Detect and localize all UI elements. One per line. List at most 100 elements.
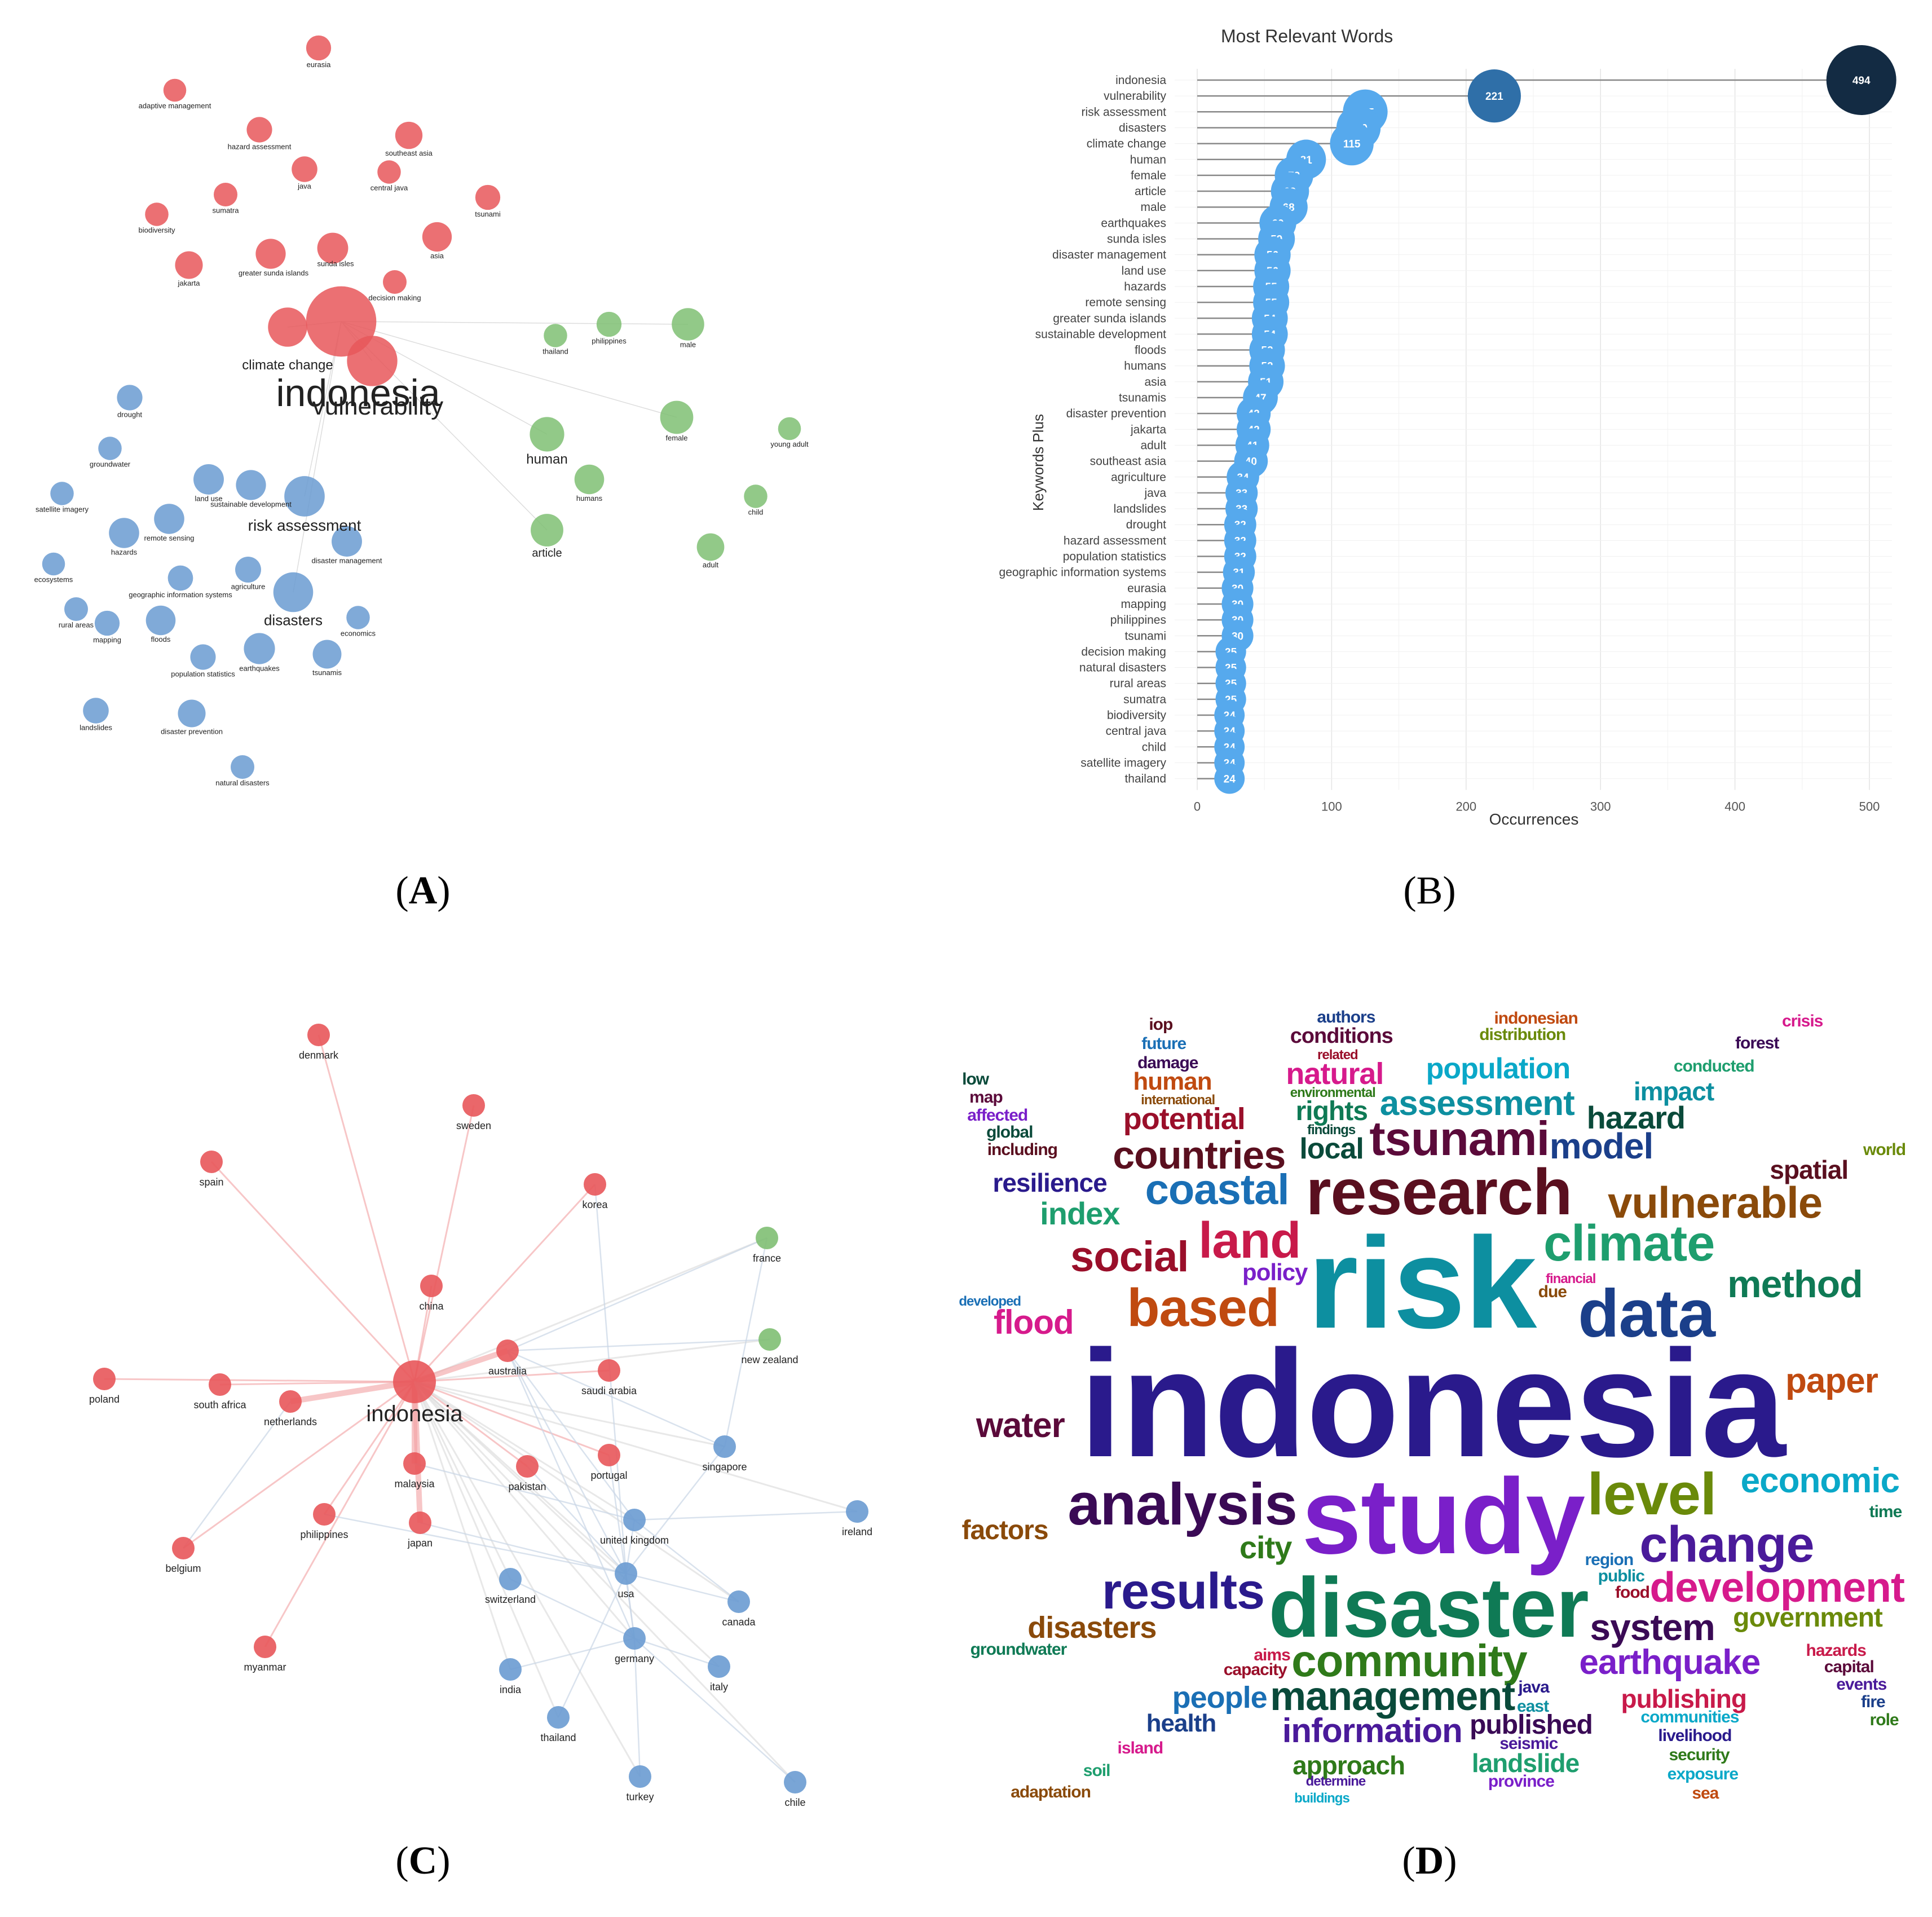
- node-label-adaptive-management: adaptive management: [139, 102, 211, 110]
- node-label-france: france: [753, 1253, 781, 1264]
- node-label-disasters: disasters: [264, 612, 323, 629]
- network-edge: [414, 1462, 635, 1521]
- y-tick-label: floods: [1135, 344, 1166, 357]
- node-label-new-zealand: new zealand: [741, 1354, 798, 1365]
- word-water: water: [976, 1406, 1065, 1446]
- y-tick-label: eurasia: [1127, 582, 1166, 595]
- word-capital: capital: [1824, 1658, 1874, 1677]
- node-label-italy: italy: [710, 1681, 728, 1693]
- y-tick-label: tsunami: [1124, 629, 1166, 642]
- network-edge: [219, 1381, 415, 1386]
- node-agriculture: [235, 557, 261, 583]
- word-published: published: [1470, 1709, 1593, 1740]
- word-including: including: [987, 1140, 1058, 1159]
- node-portugal: [598, 1444, 620, 1466]
- y-tick-label: greater sunda islands: [1053, 312, 1166, 325]
- y-tick-label: central java: [1106, 725, 1167, 738]
- word-policy: policy: [1242, 1259, 1308, 1286]
- panel-label-d: (D): [1345, 1839, 1514, 1884]
- panel-b-lollipop-chart: Most Relevant Words Occurrences Keywords…: [999, 26, 1896, 828]
- y-tick-label: geographic information systems: [999, 566, 1166, 579]
- word-rights: rights: [1295, 1096, 1368, 1127]
- network-edge: [506, 1350, 627, 1574]
- network-edge: [413, 1105, 475, 1382]
- node-label-humans: humans: [576, 494, 603, 503]
- word-island: island: [1117, 1738, 1163, 1757]
- network-edge: [414, 1381, 635, 1521]
- word-conducted: conducted: [1673, 1057, 1755, 1076]
- network-edge: [506, 1350, 636, 1639]
- node-label-united-kingdom: united kingdom: [600, 1535, 669, 1546]
- word-due: due: [1538, 1282, 1567, 1301]
- node-germany: [623, 1627, 646, 1650]
- word-seismic: seismic: [1499, 1734, 1558, 1753]
- node-label-earthquakes: earthquakes: [239, 664, 280, 672]
- node-satellite-imagery: [50, 482, 74, 505]
- word-method: method: [1727, 1263, 1863, 1306]
- word-crisis: crisis: [1781, 1012, 1823, 1031]
- node-label-tsunamis: tsunamis: [312, 668, 342, 677]
- word-level: level: [1587, 1461, 1717, 1528]
- node-label-vulnerability: vulnerability: [312, 393, 443, 420]
- node-label-rural-areas: rural areas: [59, 621, 94, 629]
- word-change: change: [1639, 1517, 1814, 1574]
- network-edge: [420, 1522, 627, 1575]
- node-jakarta: [175, 251, 203, 279]
- word-assessment: assessment: [1379, 1083, 1575, 1123]
- word-climate: climate: [1543, 1215, 1715, 1272]
- y-tick-label: biodiversity: [1107, 709, 1167, 722]
- word-buildings: buildings: [1294, 1790, 1350, 1806]
- word-province: province: [1488, 1772, 1555, 1791]
- node-label-belgium: belgium: [165, 1563, 201, 1574]
- node-denmark: [307, 1024, 330, 1046]
- word-affected: affected: [967, 1105, 1028, 1125]
- y-tick-label: female: [1131, 169, 1166, 182]
- node-label-remote-sensing: remote sensing: [144, 534, 195, 542]
- word-community: community: [1291, 1636, 1528, 1686]
- node-italy: [708, 1655, 730, 1678]
- x-tick-label: 500: [1859, 800, 1880, 814]
- word-developed: developed: [959, 1294, 1021, 1310]
- word-factors: factors: [961, 1515, 1048, 1545]
- network-edge: [414, 1381, 725, 1448]
- node-label-eurasia: eurasia: [307, 60, 331, 69]
- word-future: future: [1141, 1034, 1186, 1053]
- y-tick-label: sunda isles: [1107, 233, 1166, 246]
- node-label-japan: japan: [407, 1537, 433, 1549]
- node-philippines: [313, 1503, 336, 1526]
- y-tick-label: male: [1140, 201, 1166, 214]
- word-environmental: environmental: [1290, 1085, 1376, 1100]
- label-d-open: (: [1402, 1839, 1415, 1883]
- node-korea: [584, 1173, 606, 1196]
- node-decision-making: [383, 270, 407, 294]
- node-spain: [200, 1151, 223, 1173]
- node-label-switzerland: switzerland: [485, 1594, 536, 1605]
- word-food: food: [1615, 1583, 1650, 1602]
- network-edge: [724, 1237, 768, 1447]
- node-new-zealand: [758, 1328, 781, 1351]
- word-data: data: [1578, 1276, 1715, 1352]
- word-authors: authors: [1317, 1007, 1375, 1026]
- node-label-young-adult: young adult: [770, 440, 809, 448]
- word-management: management: [1270, 1673, 1515, 1719]
- node-earthquakes: [244, 633, 275, 664]
- word-city: city: [1239, 1530, 1292, 1566]
- word-resilience: resilience: [993, 1167, 1107, 1197]
- word-aims: aims: [1254, 1646, 1290, 1665]
- network-edge: [414, 1381, 739, 1603]
- node-label-philippines: philippines: [592, 337, 627, 345]
- node-landslides: [83, 698, 109, 724]
- word-sea: sea: [1692, 1784, 1719, 1803]
- word-social: social: [1070, 1232, 1189, 1281]
- node-label-biodiversity: biodiversity: [138, 226, 175, 234]
- word-communities: communities: [1640, 1708, 1739, 1727]
- node-netherlands: [279, 1390, 302, 1413]
- word-determine: determine: [1305, 1774, 1366, 1790]
- node-label-indonesia: indonesia: [276, 372, 440, 415]
- node-label-article: article: [532, 547, 562, 559]
- node-label-population-statistics: population statistics: [171, 669, 235, 678]
- word-people: people: [1172, 1680, 1268, 1715]
- word-based: based: [1127, 1278, 1280, 1338]
- word-publishing: publishing: [1621, 1684, 1747, 1714]
- node-philippines: [596, 311, 622, 337]
